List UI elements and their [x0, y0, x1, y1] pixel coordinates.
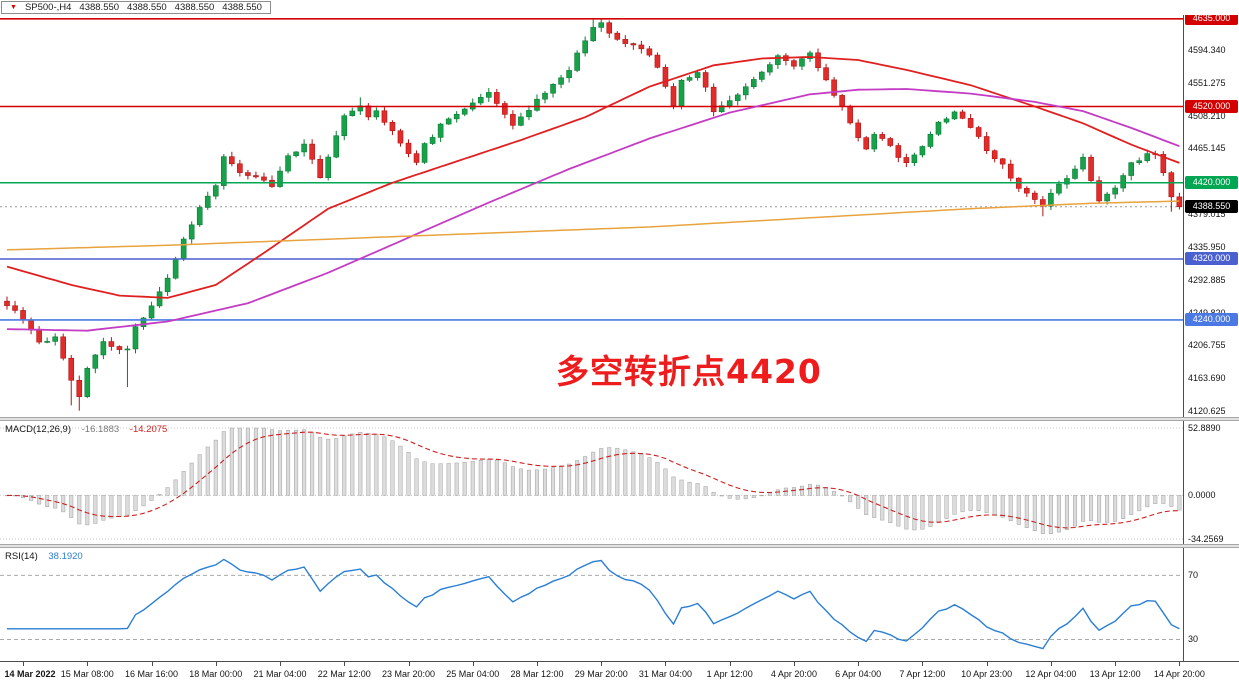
macd-tick-label: 52.8890: [1188, 423, 1221, 433]
price-tick-label: 4465.145: [1188, 143, 1226, 154]
price-chart-panel[interactable]: 多空转折点4420: [0, 15, 1183, 417]
time-label: 18 Mar 00:00: [189, 669, 243, 679]
panel-splitter[interactable]: [0, 544, 1239, 548]
time-tick-mark: [665, 662, 667, 666]
price-axis[interactable]: 4594.3404551.2754508.2104465.1454422.080…: [1183, 12, 1239, 417]
price-badge: 4420.000: [1185, 176, 1238, 190]
time-tick-mark: [408, 662, 410, 666]
macd-axis[interactable]: 52.8890 0.0000 -34.2569: [1183, 421, 1239, 544]
time-tick-mark: [601, 662, 603, 666]
price-tick-label: 4206.755: [1188, 340, 1226, 351]
price-tick-label: 4508.210: [1188, 110, 1226, 121]
time-tick-mark: [729, 662, 731, 666]
quote-open: 4388.550: [79, 2, 120, 13]
time-tick-mark: [986, 662, 988, 666]
macd-main-value: -16.1883: [81, 424, 120, 435]
one-click-trading-arrow-icon[interactable]: ▼: [10, 3, 17, 11]
time-tick-mark: [922, 662, 924, 666]
time-label: 15 Mar 08:00: [60, 669, 114, 679]
time-label: 1 Apr 12:00: [706, 669, 753, 679]
quote-close: 4388.550: [222, 2, 262, 13]
macd-tick-label: 0.0000: [1188, 490, 1216, 501]
time-label: 16 Mar 16:00: [125, 669, 179, 679]
price-chart-svg[interactable]: [0, 15, 1183, 417]
time-tick-mark: [344, 662, 346, 666]
price-tick-label: 4335.950: [1188, 241, 1226, 252]
ma-red-line: [6, 56, 1180, 299]
rsi-indicator-panel[interactable]: [0, 548, 1183, 661]
time-label: 29 Mar 20:00: [574, 669, 628, 679]
time-label: 13 Apr 12:00: [1089, 669, 1141, 679]
time-label: 23 Mar 20:00: [381, 669, 436, 679]
time-tick-mark: [215, 662, 217, 666]
price-tick-label: 4163.690: [1188, 373, 1226, 384]
time-tick-mark: [472, 662, 474, 666]
time-label: 14 Apr 20:00: [1153, 669, 1205, 679]
ma-magenta-line: [6, 88, 1180, 332]
macd-label: MACD(12,26,9): [5, 424, 71, 435]
rsi-line: [7, 558, 1180, 650]
ma-orange-line: [6, 200, 1180, 251]
time-tick-mark: [1050, 662, 1052, 666]
chart-title-bar: ▼ SP500-,H4 4388.550 4388.550 4388.550 4…: [0, 0, 1239, 15]
rsi-label-row: RSI(14) 38.1920: [5, 551, 83, 562]
time-label: 7 Apr 12:00: [899, 669, 946, 679]
time-label: 25 Mar 04:00: [446, 669, 500, 679]
symbol-timeframe-label: SP500-,H4: [24, 2, 72, 13]
time-tick-mark: [1115, 662, 1117, 666]
macd-signal-line: [6, 431, 1180, 529]
rsi-axis[interactable]: 70 30: [1183, 548, 1239, 661]
price-tick-label: 4551.275: [1188, 77, 1226, 88]
price-badge: 4520.000: [1185, 100, 1238, 113]
time-label: 31 Mar 04:00: [638, 669, 692, 679]
price-tick-label: 4594.340: [1188, 44, 1226, 55]
time-label: 14 Mar 2022: [4, 669, 56, 679]
time-label: 22 Mar 12:00: [317, 669, 371, 679]
time-tick-mark: [858, 662, 860, 666]
price-badge: 4320.000: [1185, 252, 1238, 266]
price-tick-label: 4249.820: [1188, 308, 1226, 318]
rsi-level-label: 70: [1188, 570, 1199, 581]
time-tick-mark: [87, 662, 89, 666]
quote-low: 4388.550: [174, 2, 215, 13]
time-label: 12 Apr 04:00: [1025, 669, 1077, 679]
time-axis[interactable]: 14 Mar 2022 15 Mar 08:00 16 Mar 16:00 18 Ma…: [0, 661, 1239, 685]
rsi-label: RSI(14): [5, 551, 38, 562]
time-tick-mark: [23, 662, 25, 666]
macd-signal-value: -14.2075: [129, 424, 168, 435]
time-label: 10 Apr 23:00: [961, 669, 1013, 679]
time-tick-mark: [1179, 662, 1181, 666]
time-label: 4 Apr 20:00: [770, 669, 817, 679]
macd-label-row: MACD(12,26,9) -16.1883 -14.2075: [5, 424, 167, 435]
macd-tick-label: -34.2569: [1188, 534, 1224, 544]
price-badge: 4240.000: [1185, 313, 1238, 327]
price-badge: 4388.550: [1185, 200, 1238, 214]
price-tick-label: 4379.015: [1188, 209, 1226, 219]
annotation-text: 多空转折点4420: [556, 352, 822, 391]
macd-svg[interactable]: [0, 421, 1183, 544]
macd-histogram: [5, 427, 1182, 534]
time-label: 21 Mar 04:00: [253, 669, 307, 679]
price-tick-label: 4292.885: [1188, 274, 1226, 285]
macd-indicator-panel[interactable]: [0, 421, 1183, 544]
rsi-value: 38.1920: [48, 551, 83, 562]
time-tick-mark: [793, 662, 795, 666]
symbol-info-box: ▼ SP500-,H4 4388.550 4388.550 4388.550 4…: [1, 1, 271, 14]
candles-layer: [4, 18, 1183, 411]
quote-high: 4388.550: [127, 2, 167, 13]
time-tick-mark: [536, 662, 538, 666]
rsi-level-label: 30: [1188, 634, 1199, 645]
price-badge: 4635.000: [1185, 12, 1238, 26]
rsi-svg[interactable]: [0, 548, 1183, 661]
price-tick-label: 4120.625: [1188, 406, 1226, 416]
time-tick-mark: [151, 662, 153, 666]
time-tick-mark: [280, 662, 282, 666]
time-label: 6 Apr 04:00: [835, 669, 882, 679]
panel-splitter[interactable]: [0, 417, 1239, 421]
time-label: 28 Mar 12:00: [510, 669, 564, 679]
